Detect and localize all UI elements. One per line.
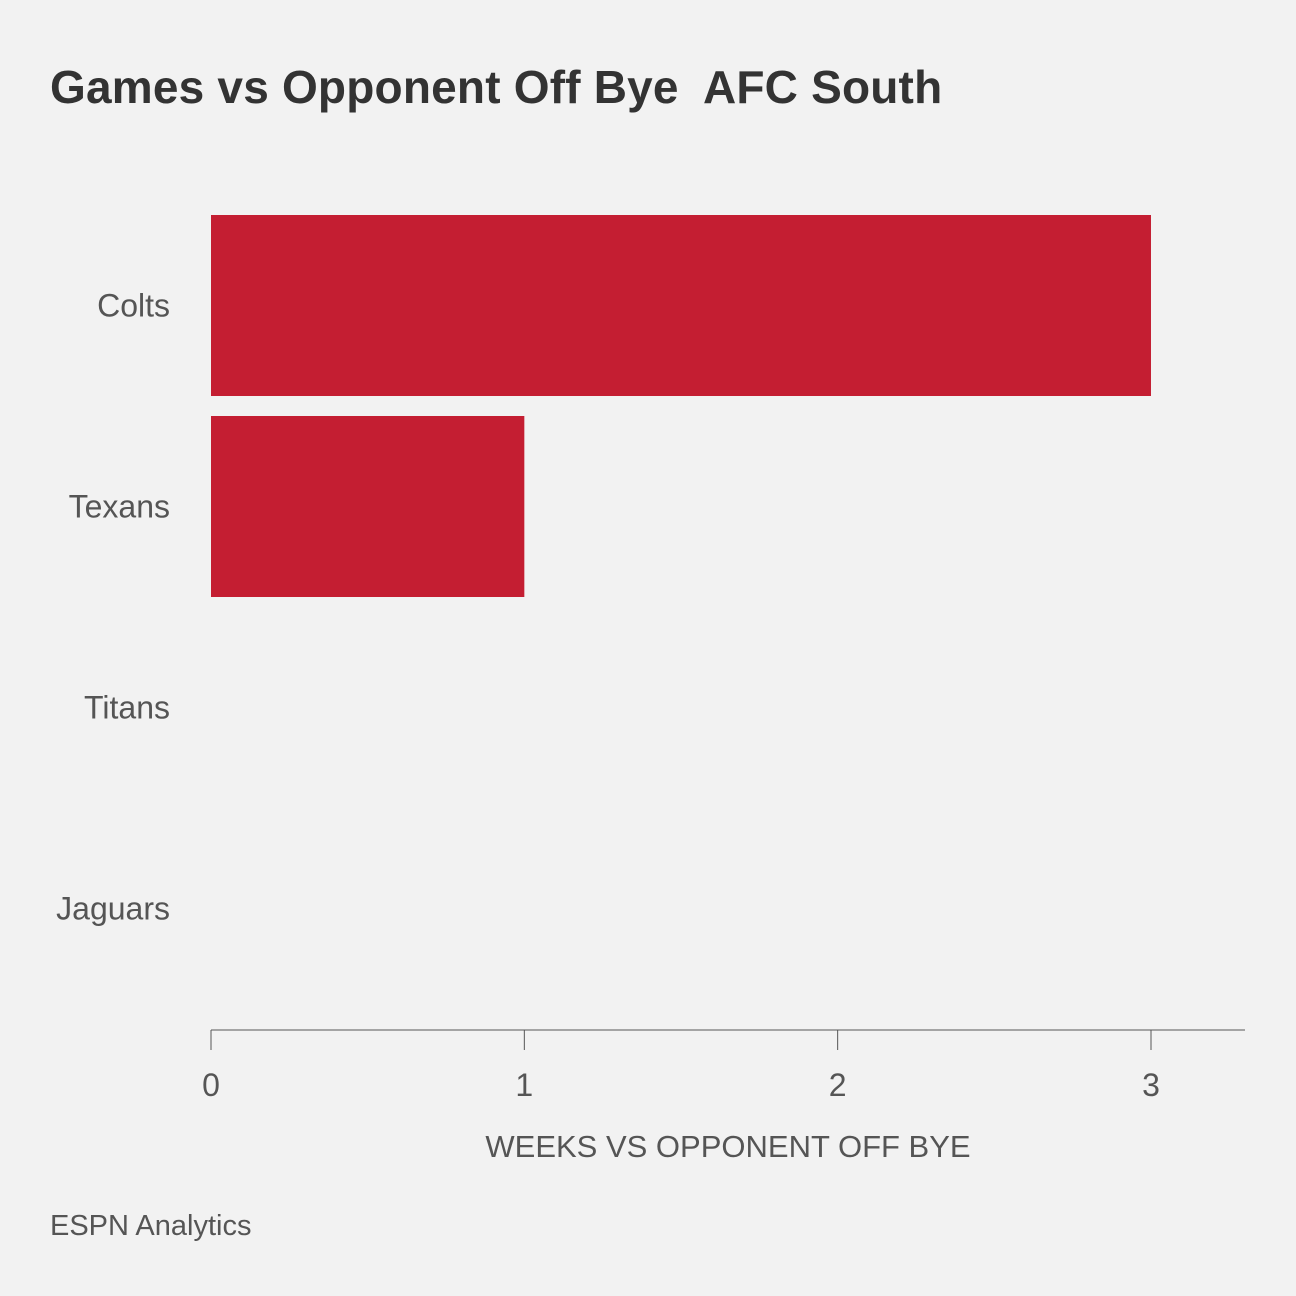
category-label-jaguars: Jaguars: [56, 891, 170, 927]
bar-texans: [211, 416, 525, 597]
category-label-titans: Titans: [84, 690, 170, 726]
x-tick-label-0: 0: [202, 1067, 220, 1103]
x-axis-label: WEEKS VS OPPONENT OFF BYE: [485, 1129, 970, 1164]
x-tick-label-1: 1: [515, 1067, 533, 1103]
bars-group: [211, 215, 1151, 597]
category-label-colts: Colts: [97, 288, 170, 324]
bar-colts: [211, 215, 1151, 396]
x-tick-label-3: 3: [1142, 1067, 1160, 1103]
x-tick-label-2: 2: [829, 1067, 847, 1103]
source-credit: ESPN Analytics: [50, 1210, 252, 1242]
x-axis: 0 1 2 3: [202, 1029, 1245, 1103]
category-labels: Colts Texans Titans Jaguars: [56, 288, 170, 927]
chart-title: Games vs Opponent Off Bye AFC South: [50, 61, 943, 113]
category-label-texans: Texans: [69, 489, 170, 525]
